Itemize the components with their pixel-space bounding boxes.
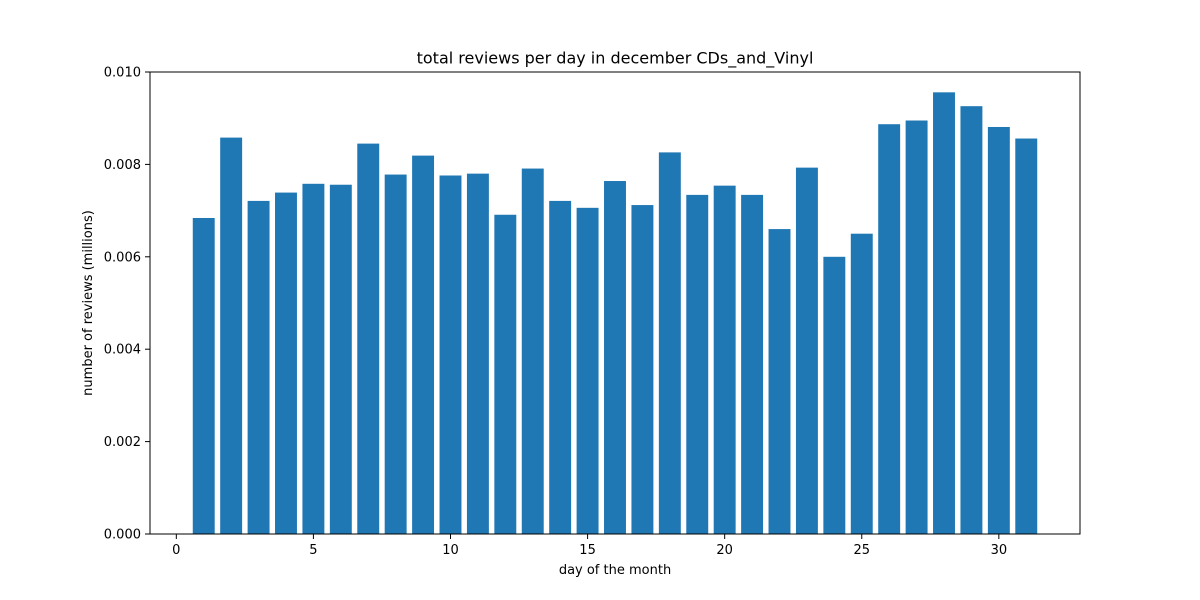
bar-day-12 bbox=[494, 214, 517, 534]
bar-day-28 bbox=[933, 92, 955, 534]
bar-day-16 bbox=[604, 181, 626, 534]
bar-day-14 bbox=[549, 200, 572, 534]
bar-day-15 bbox=[576, 207, 599, 534]
y-tick-label: 0.010 bbox=[104, 66, 141, 81]
y-tick-label: 0.000 bbox=[104, 528, 141, 543]
chart-title: total reviews per day in december CDs_an… bbox=[417, 49, 814, 69]
bar-day-11 bbox=[466, 173, 489, 534]
bar-day-24 bbox=[823, 256, 846, 534]
bar-day-30 bbox=[987, 126, 1010, 534]
bar-day-27 bbox=[905, 120, 928, 534]
y-axis-title: number of reviews (millions) bbox=[81, 210, 96, 396]
y-axis-ticks: 0.000 0.002 0.004 0.006 0.008 0.010 bbox=[104, 66, 150, 543]
bar-day-21 bbox=[741, 194, 764, 534]
bar-day-20 bbox=[713, 185, 736, 534]
y-tick-label: 0.008 bbox=[104, 158, 141, 173]
y-tick-label: 0.004 bbox=[104, 343, 141, 358]
bar-day-29 bbox=[960, 106, 983, 534]
bar-day-3 bbox=[247, 200, 270, 534]
x-tick-label: 0 bbox=[172, 543, 180, 558]
bar-day-7 bbox=[357, 143, 380, 535]
bar-day-8 bbox=[384, 174, 407, 534]
bar-day-19 bbox=[686, 194, 709, 534]
bars-group bbox=[192, 92, 1038, 535]
x-tick-label: 30 bbox=[991, 543, 1008, 558]
plot-area-frame bbox=[149, 71, 1081, 535]
x-axis-ticks: 0 5 10 15 20 25 30 bbox=[172, 534, 1007, 558]
bar-day-25 bbox=[850, 233, 873, 534]
bar-day-23 bbox=[795, 167, 818, 534]
bar-day-10 bbox=[439, 175, 462, 535]
bar-day-13 bbox=[521, 168, 544, 534]
bar-day-26 bbox=[878, 124, 901, 535]
bar-day-2 bbox=[220, 137, 243, 534]
x-axis-title: day of the month bbox=[559, 563, 671, 578]
bar-day-18 bbox=[658, 152, 681, 534]
bar-day-5 bbox=[302, 183, 325, 535]
y-tick-label: 0.006 bbox=[104, 250, 141, 265]
y-tick-label: 0.002 bbox=[104, 435, 141, 450]
bar-day-17 bbox=[631, 205, 654, 534]
bar-day-6 bbox=[329, 184, 352, 535]
x-tick-label: 15 bbox=[579, 543, 596, 558]
x-tick-label: 20 bbox=[716, 543, 733, 558]
bar-day-1 bbox=[192, 217, 215, 535]
bar-day-4 bbox=[275, 192, 297, 534]
bar-day-9 bbox=[412, 155, 435, 534]
bar-day-31 bbox=[1015, 138, 1038, 534]
x-tick-label: 25 bbox=[853, 543, 870, 558]
x-tick-label: 5 bbox=[309, 543, 317, 558]
x-tick-label: 10 bbox=[442, 543, 459, 558]
bar-day-22 bbox=[768, 229, 791, 534]
